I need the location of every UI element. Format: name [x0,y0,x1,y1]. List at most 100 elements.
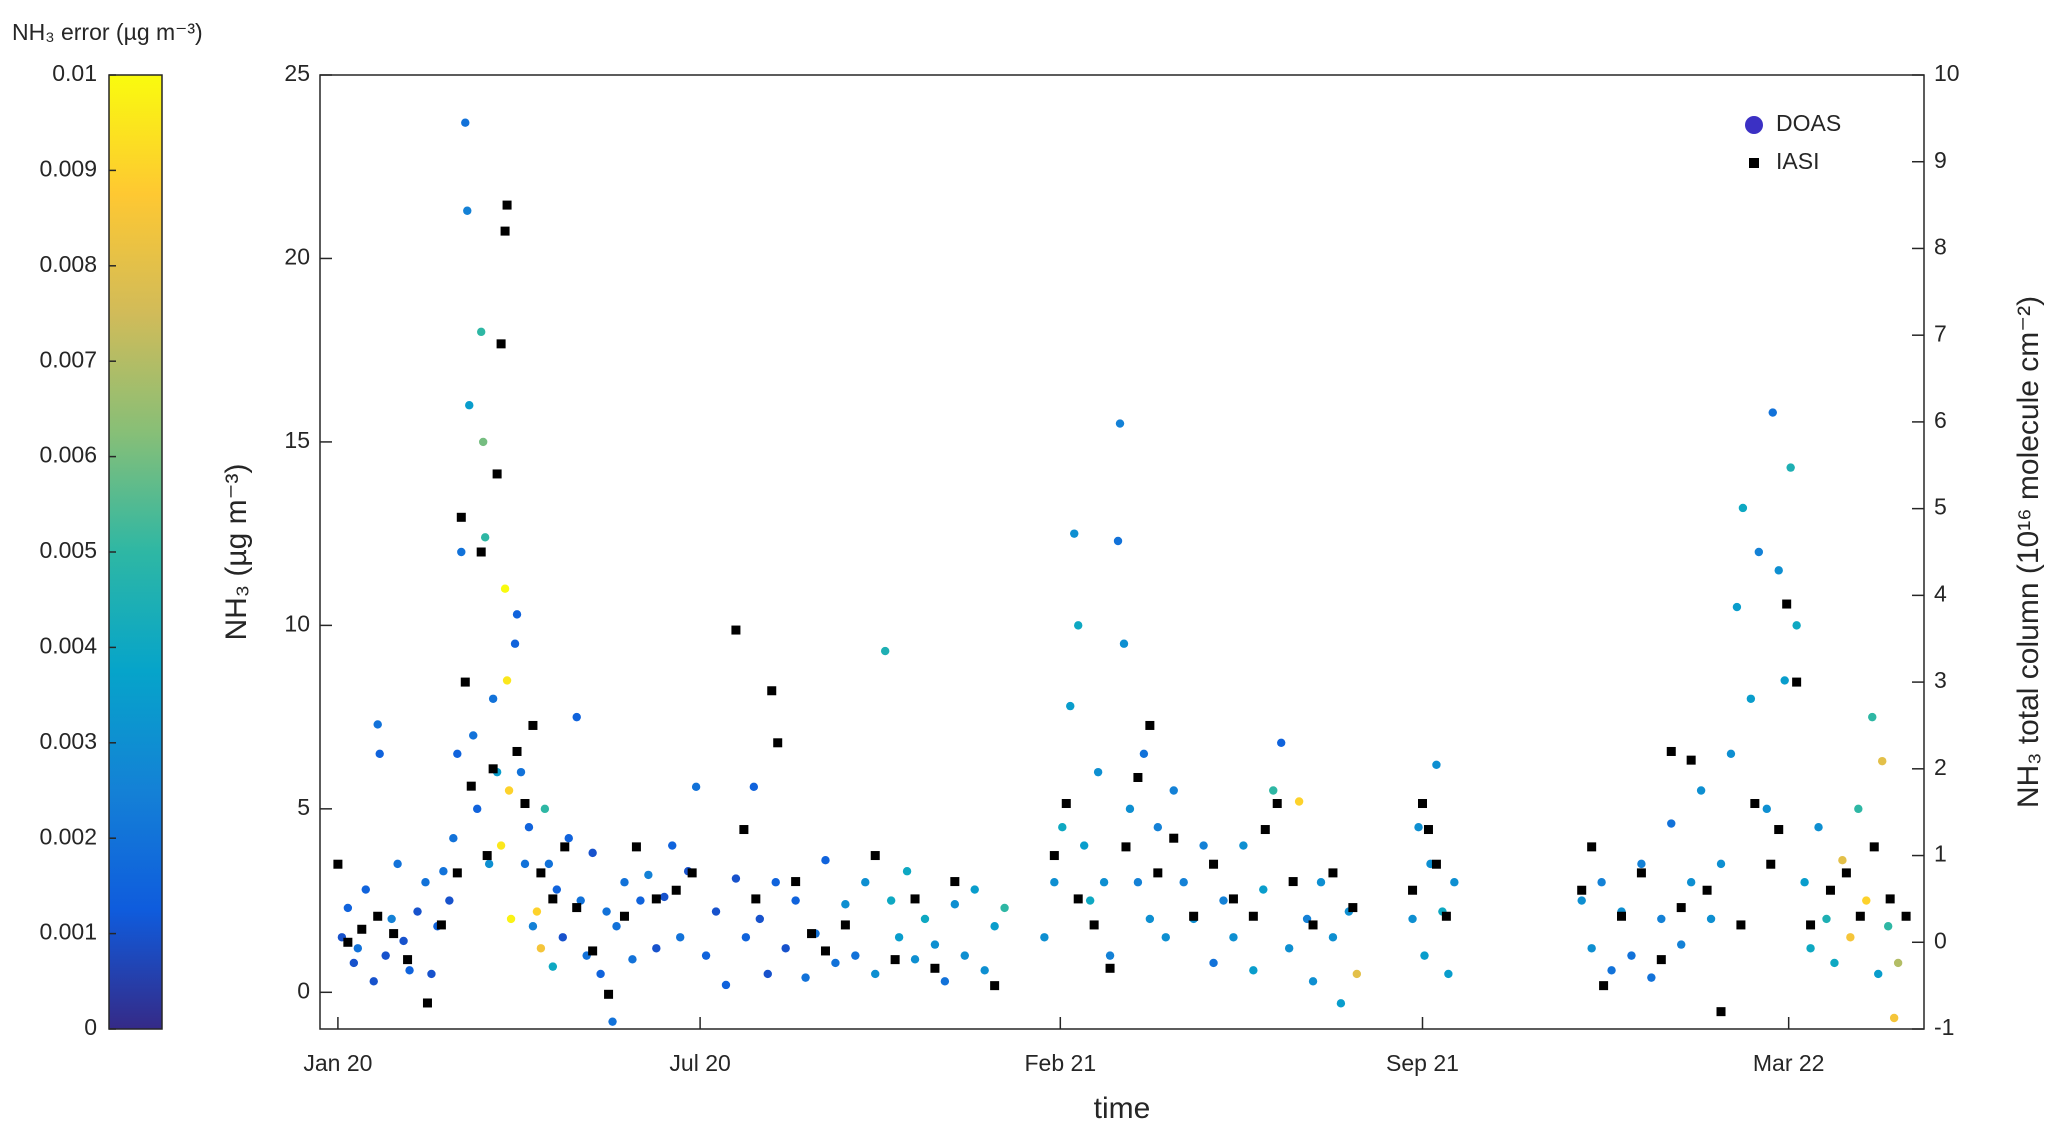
iasi-point [357,924,367,934]
doas-point [1085,896,1095,905]
doas-point [1249,966,1258,975]
doas-point [445,896,454,905]
doas-point [1058,822,1067,832]
iasi-point [1209,859,1219,869]
iasi-point [1228,894,1238,904]
iasi-point [436,920,446,930]
iasi-point [1169,833,1179,843]
doas-point [1607,966,1616,975]
y-tick-label: 10 [284,610,310,636]
doas-point [1239,841,1248,850]
colorbar-tick-label: 0.003 [39,728,97,754]
doas-point [1336,999,1346,1008]
doas-point [387,914,396,924]
doas-point [588,848,597,858]
iasi-point [604,989,614,999]
y2-tick-label: 2 [1934,754,1947,780]
doas-point [465,401,474,410]
legend-marker [1745,116,1763,134]
doas-point [1420,951,1429,960]
colorbar-tick-label: 0.004 [39,632,97,658]
iasi-point [1617,911,1627,921]
doas-point [1294,797,1304,806]
iasi-point [1841,868,1851,878]
plot-area [319,74,1925,1030]
doas-point [1726,749,1736,759]
doas-point [636,896,645,905]
doas-point [1874,969,1883,979]
iasi-point [1792,677,1802,687]
doas-point [721,980,731,990]
doas-point [1125,804,1135,814]
y-tick-label: 0 [297,977,310,1003]
iasi-point [870,851,880,861]
doas-point [484,859,494,869]
colorbar-tick-label: 0.006 [39,442,97,468]
doas-point [880,646,890,656]
doas-point [1806,944,1815,953]
doas-point [469,731,478,740]
doas-point [516,767,526,777]
iasi-point [452,868,462,878]
iasi-point [807,929,817,939]
colorbar-tick-label: 0 [84,1014,97,1040]
doas-point [476,327,486,337]
y2-tick-label: 7 [1934,320,1947,346]
iasi-point [1577,885,1587,895]
doas-point [524,822,534,832]
iasi-point [1599,981,1609,991]
doas-point [1074,621,1083,630]
doas-point [1800,878,1809,887]
iasi-point [1774,825,1784,835]
doas-point [1762,804,1771,814]
iasi-point [528,720,538,730]
iasi-point [1686,755,1696,765]
y2-tick-label: 3 [1934,667,1947,693]
doas-point [532,907,542,916]
iasi-point [773,738,783,748]
y-tick-label: 15 [284,427,310,453]
doas-point [510,639,520,648]
doas-point [463,206,472,215]
iasi-point [1248,911,1258,921]
doas-point [349,958,359,968]
doas-point [544,859,554,869]
doas-point [821,856,830,865]
doas-point [1686,878,1696,887]
x-axis-label: time [1094,1092,1151,1125]
doas-point [1139,749,1149,759]
iasi-point [1656,955,1666,965]
doas-point [668,841,677,850]
doas-point [1854,804,1863,814]
doas-point [910,955,920,964]
y2-tick-label: 5 [1934,494,1947,520]
colorbar-label: NH₃ error (µg m⁻³) [12,19,203,45]
doas-point [980,966,989,975]
iasi-point [1431,859,1441,869]
colorbar-tick-label: 0.009 [39,155,97,181]
doas-point [1814,822,1823,832]
doas-point [676,933,685,942]
doas-point [1229,933,1238,942]
y2-axis-label: NH₃ total column (10¹⁶ molecule cm⁻²) [2012,296,2045,808]
iasi-point [791,877,801,887]
colorbar-tick-label: 0.007 [39,346,97,372]
iasi-point [910,894,920,904]
doas-point [1308,977,1318,986]
iasi-point [1825,885,1835,895]
y-tick-label: 5 [297,794,310,820]
doas-point [1768,408,1777,417]
doas-point [1105,951,1115,960]
iasi-point [422,998,432,1008]
doas-point [1822,914,1831,924]
iasi-point [502,200,512,210]
iasi-point [1408,885,1418,895]
doas-point [711,907,721,916]
iasi-point [536,868,546,878]
doas-point [548,962,558,971]
doas-point [536,944,546,953]
doas-point [970,885,979,894]
iasi-point [1260,825,1270,835]
doas-point [1119,639,1129,648]
